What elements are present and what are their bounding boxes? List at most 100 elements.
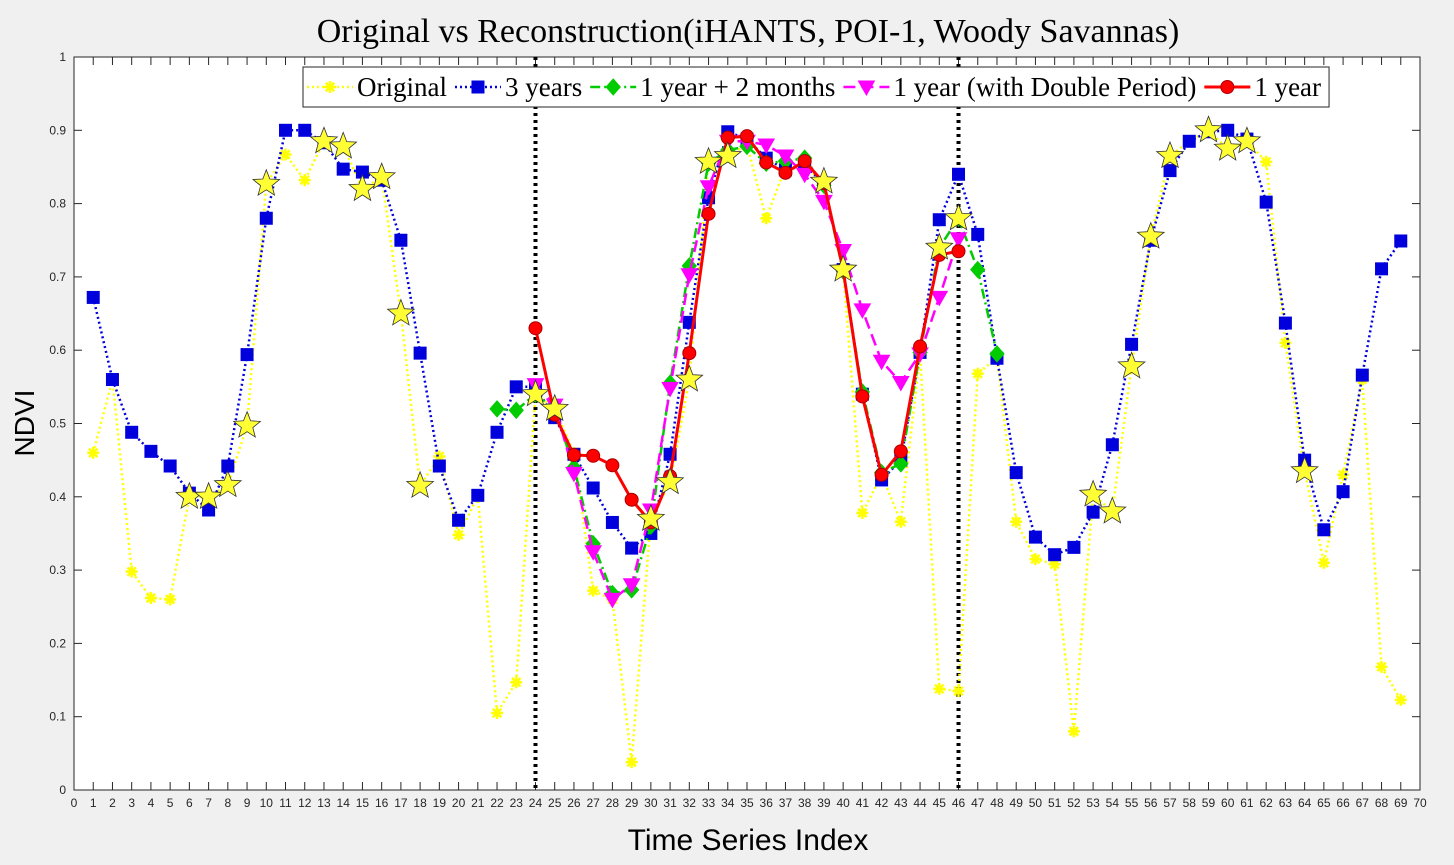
legend-label: 3 years — [505, 72, 582, 102]
data-point — [605, 458, 620, 473]
legend-marker — [1220, 80, 1235, 94]
y-tick-label: 0.9 — [49, 123, 66, 137]
x-tick-label: 12 — [298, 796, 312, 810]
axis-tick-labels: 0 1 2 3 4 5 6 7 8 9 10 11 12 13 14 15 16 17 18 19 20 21 22 23 24… — [49, 50, 1427, 810]
x-tick-label: 28 — [606, 796, 620, 810]
data-point — [989, 345, 1005, 363]
data-point — [1337, 468, 1350, 481]
data-point — [603, 592, 622, 609]
legend-marker — [605, 78, 621, 96]
x-tick-label: 2 — [109, 796, 116, 810]
data-point — [298, 174, 311, 187]
x-tick-label: 19 — [433, 796, 447, 810]
x-tick-label: 5 — [167, 796, 174, 810]
data-point — [757, 138, 776, 154]
data-point — [874, 467, 889, 482]
x-tick-label: 29 — [625, 796, 639, 810]
data-point — [144, 591, 157, 604]
y-tick-label: 0.4 — [49, 490, 66, 504]
y-tick-label: 0.1 — [49, 710, 66, 724]
x-tick-label: 65 — [1317, 796, 1331, 810]
x-tick-label: 38 — [798, 796, 812, 810]
x-tick-label: 69 — [1394, 796, 1408, 810]
flagged-point-star — [309, 126, 339, 154]
data-point — [661, 381, 679, 398]
data-point — [699, 180, 718, 196]
legend-marker — [324, 81, 336, 93]
flagged-point-star — [944, 203, 973, 231]
data-point — [87, 446, 100, 459]
x-tick-label: 53 — [1086, 796, 1100, 810]
x-axis-title: Time Series Index — [628, 824, 869, 857]
x-tick-label: 4 — [148, 796, 155, 810]
data-point — [1009, 466, 1023, 480]
flagged-point-star — [1155, 140, 1185, 169]
x-tick-label: 60 — [1221, 796, 1235, 810]
x-tick-label: 1 — [90, 796, 97, 810]
data-point — [259, 211, 273, 225]
data-point — [240, 348, 254, 362]
flagged-point-star — [1290, 455, 1319, 484]
flagged-point-star — [194, 481, 223, 509]
x-tick-label: 18 — [413, 796, 427, 810]
y-tick-label: 0.3 — [49, 563, 66, 577]
data-point — [1375, 262, 1389, 276]
data-point — [163, 459, 177, 473]
data-point — [1086, 505, 1100, 519]
chart-title: Original vs Reconstruction(iHANTS, POI-1… — [317, 13, 1180, 50]
flagged-point-star — [1117, 351, 1146, 379]
x-tick-label: 45 — [933, 796, 947, 810]
data-point — [930, 290, 949, 307]
x-tick-label: 42 — [875, 796, 889, 810]
flagged-point-star — [1078, 479, 1108, 507]
flagged-point-star — [328, 131, 358, 159]
data-point — [1375, 660, 1388, 673]
flagged-point-star — [386, 298, 416, 326]
flagged-point-star — [1232, 126, 1262, 154]
data-point — [740, 129, 754, 144]
x-tick-label: 46 — [952, 796, 966, 810]
flagged-point-star — [521, 379, 550, 407]
data-point — [509, 380, 523, 394]
flagged-point-star — [655, 466, 685, 495]
x-tick-label: 41 — [856, 796, 870, 810]
x-tick-label: 22 — [490, 796, 504, 810]
x-tick-label: 15 — [356, 796, 370, 810]
y-tick-label: 1 — [59, 50, 66, 64]
x-tick-label: 63 — [1279, 796, 1293, 810]
x-tick-label: 35 — [740, 796, 754, 810]
data-point — [1010, 515, 1023, 528]
flagged-point-star — [674, 364, 704, 392]
x-tick-label: 13 — [317, 796, 331, 810]
data-point — [1067, 540, 1081, 554]
data-point — [625, 756, 638, 769]
x-tick-label: 70 — [1413, 796, 1427, 810]
data-point — [891, 375, 910, 392]
flagged-point-star — [251, 168, 281, 196]
data-point — [336, 162, 350, 176]
flagged-point-star — [809, 166, 839, 194]
x-tick-label: 32 — [683, 796, 697, 810]
data-point — [1048, 548, 1062, 562]
data-point — [1028, 530, 1042, 544]
flagged-point-star — [713, 140, 743, 169]
flagged-point-star — [232, 410, 262, 438]
x-tick-label: 43 — [894, 796, 908, 810]
data-point — [510, 676, 523, 689]
data-point — [1105, 438, 1119, 452]
data-point — [1048, 558, 1061, 571]
x-tick-label: 6 — [186, 796, 193, 810]
data-point — [949, 232, 968, 248]
x-tick-label: 36 — [760, 796, 774, 810]
flagged-point-star — [636, 503, 666, 531]
x-tick-label: 20 — [452, 796, 466, 810]
data-point — [584, 545, 603, 561]
data-point — [565, 466, 583, 483]
x-tick-label: 16 — [375, 796, 389, 810]
x-tick-label: 40 — [836, 796, 850, 810]
data-point — [1336, 485, 1350, 499]
x-tick-label: 64 — [1298, 796, 1312, 810]
flagged-point-star — [1136, 221, 1166, 249]
x-tick-label: 56 — [1144, 796, 1158, 810]
